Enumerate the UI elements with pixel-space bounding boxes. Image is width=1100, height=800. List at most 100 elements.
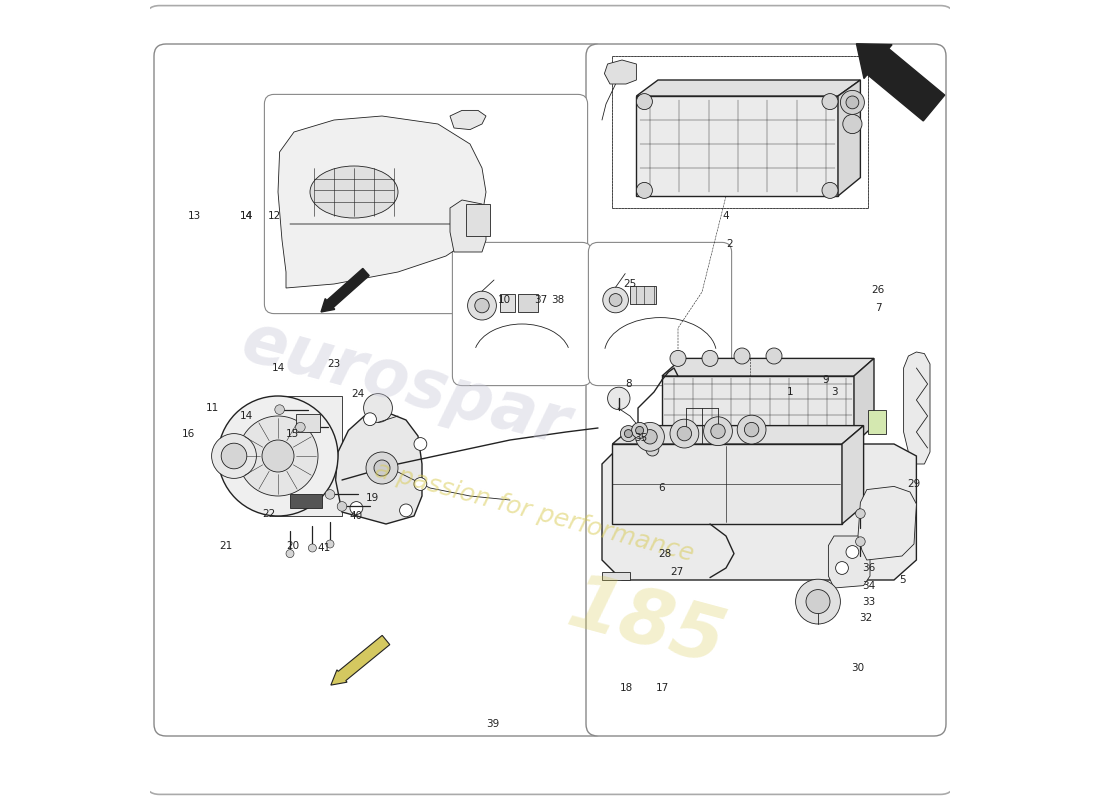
- Circle shape: [745, 422, 759, 437]
- Circle shape: [609, 294, 622, 306]
- Text: 12: 12: [267, 211, 280, 221]
- Text: 14: 14: [272, 363, 285, 373]
- Polygon shape: [838, 80, 860, 196]
- Circle shape: [642, 430, 657, 444]
- Circle shape: [840, 90, 865, 114]
- Bar: [630, 286, 656, 304]
- Circle shape: [843, 114, 862, 134]
- Polygon shape: [278, 116, 486, 288]
- Text: 28: 28: [658, 549, 671, 558]
- Polygon shape: [842, 426, 864, 524]
- Text: 5: 5: [899, 575, 905, 585]
- Circle shape: [211, 434, 256, 478]
- Circle shape: [308, 544, 317, 552]
- FancyArrow shape: [321, 269, 370, 312]
- Text: 36: 36: [861, 563, 875, 573]
- Polygon shape: [637, 80, 860, 96]
- Circle shape: [262, 440, 294, 472]
- FancyArrow shape: [857, 44, 945, 121]
- Circle shape: [620, 426, 637, 442]
- Circle shape: [625, 430, 632, 438]
- Text: 13: 13: [187, 211, 200, 221]
- Polygon shape: [613, 444, 842, 524]
- Text: 37: 37: [534, 295, 547, 305]
- Circle shape: [822, 94, 838, 110]
- Circle shape: [296, 422, 305, 432]
- Text: 41: 41: [318, 543, 331, 553]
- Bar: [290, 494, 322, 508]
- Polygon shape: [602, 444, 916, 580]
- Circle shape: [286, 550, 294, 558]
- Circle shape: [795, 579, 840, 624]
- Circle shape: [704, 417, 733, 446]
- Text: 33: 33: [861, 597, 875, 606]
- Polygon shape: [858, 486, 916, 560]
- Bar: [466, 204, 490, 236]
- Circle shape: [326, 490, 334, 499]
- Polygon shape: [604, 60, 637, 84]
- FancyBboxPatch shape: [145, 6, 955, 794]
- Text: 27: 27: [670, 567, 683, 577]
- Bar: [500, 294, 515, 312]
- Circle shape: [366, 452, 398, 484]
- Bar: [613, 56, 868, 208]
- Polygon shape: [613, 426, 864, 444]
- Circle shape: [846, 546, 859, 558]
- Text: 14: 14: [240, 211, 253, 221]
- Text: 14: 14: [240, 411, 253, 421]
- Circle shape: [275, 405, 285, 414]
- Circle shape: [603, 287, 628, 313]
- Circle shape: [374, 460, 390, 476]
- Bar: [296, 414, 320, 432]
- Text: a passion for performance: a passion for performance: [372, 458, 696, 566]
- FancyBboxPatch shape: [264, 94, 587, 314]
- Polygon shape: [854, 358, 874, 444]
- Circle shape: [836, 562, 848, 574]
- Circle shape: [326, 540, 334, 548]
- Text: 10: 10: [498, 295, 512, 305]
- Circle shape: [636, 422, 664, 451]
- FancyBboxPatch shape: [588, 242, 732, 386]
- Text: 29: 29: [908, 479, 921, 489]
- Text: 19: 19: [366, 493, 379, 502]
- Bar: [868, 410, 886, 434]
- Text: 30: 30: [851, 663, 865, 673]
- Circle shape: [414, 438, 427, 450]
- Circle shape: [631, 422, 648, 438]
- FancyBboxPatch shape: [452, 242, 592, 386]
- Polygon shape: [450, 200, 486, 252]
- Circle shape: [364, 394, 393, 422]
- Text: 14: 14: [240, 211, 253, 221]
- Circle shape: [646, 443, 659, 456]
- Text: 34: 34: [861, 581, 875, 590]
- Circle shape: [399, 504, 412, 517]
- Polygon shape: [336, 412, 422, 524]
- Text: 185: 185: [560, 568, 733, 680]
- Circle shape: [414, 478, 427, 490]
- Text: 9: 9: [823, 375, 829, 385]
- Circle shape: [221, 443, 246, 469]
- Text: 24: 24: [351, 389, 364, 398]
- Text: 6: 6: [659, 483, 666, 493]
- Circle shape: [670, 419, 698, 448]
- Circle shape: [238, 416, 318, 496]
- Polygon shape: [450, 110, 486, 130]
- Text: 4: 4: [723, 211, 729, 221]
- Text: 26: 26: [871, 285, 884, 294]
- Circle shape: [711, 424, 725, 438]
- Polygon shape: [662, 358, 874, 376]
- Circle shape: [822, 182, 838, 198]
- Text: 3: 3: [830, 387, 837, 397]
- FancyArrow shape: [331, 635, 389, 685]
- Circle shape: [737, 415, 766, 444]
- Circle shape: [607, 387, 630, 410]
- Polygon shape: [903, 352, 929, 464]
- Circle shape: [734, 348, 750, 364]
- Text: 7: 7: [874, 303, 881, 313]
- Circle shape: [468, 291, 496, 320]
- Circle shape: [364, 413, 376, 426]
- Circle shape: [856, 537, 866, 546]
- Circle shape: [856, 509, 866, 518]
- Circle shape: [218, 396, 338, 516]
- Text: 23: 23: [328, 359, 341, 369]
